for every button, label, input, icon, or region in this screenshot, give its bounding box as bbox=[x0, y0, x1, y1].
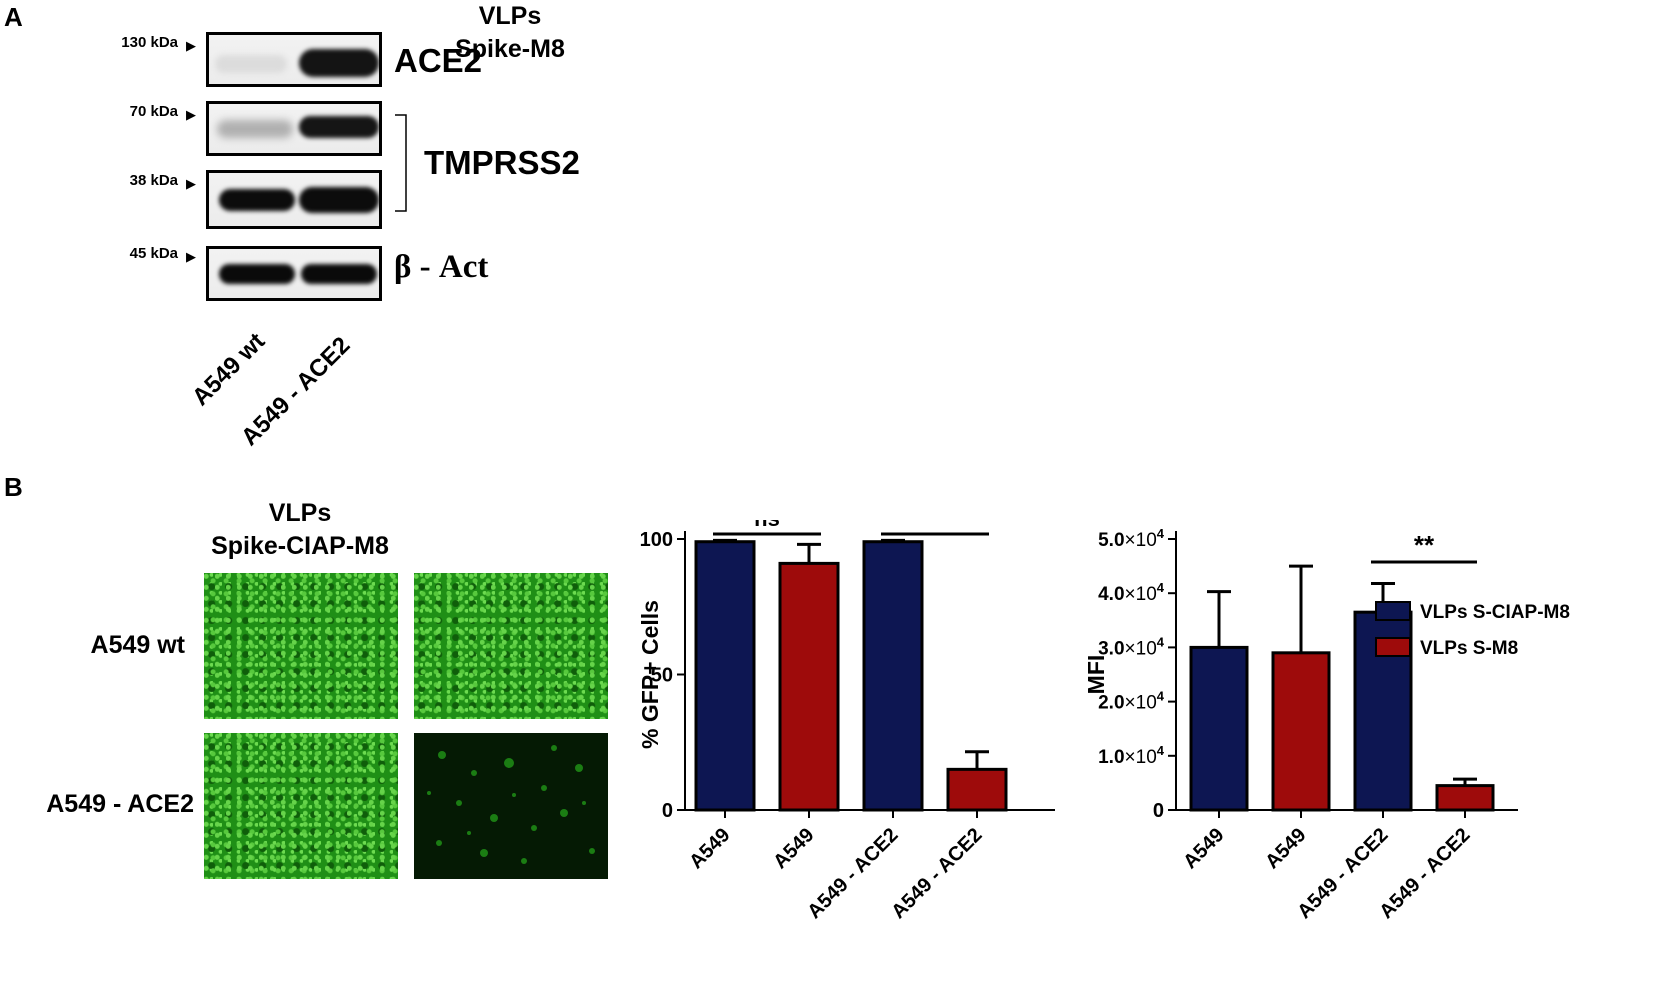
legend-swatch bbox=[1375, 637, 1411, 657]
actin-band-lane2 bbox=[301, 264, 377, 284]
y-tick-label: 5.0×104 bbox=[1098, 526, 1165, 551]
panel-a-label: A bbox=[4, 2, 23, 32]
micrograph-ace2-spike-ciap-m8 bbox=[204, 733, 398, 879]
y-tick-exponent: 4 bbox=[1157, 743, 1165, 758]
y-tick-times: ×10 bbox=[1125, 530, 1157, 551]
y-tick-label: 3.0×104 bbox=[1098, 634, 1165, 659]
y-tick-label: 0 bbox=[1153, 800, 1164, 822]
tmprss2-band-lane2 bbox=[299, 116, 379, 138]
x-tick-label: A549 bbox=[769, 824, 818, 873]
protein-label-ace2: ACE2 bbox=[394, 42, 483, 79]
micrograph-wt-spike-m8 bbox=[414, 573, 608, 719]
protein-label-tmprss2: TMPRSS2 bbox=[424, 144, 580, 181]
column-title-line2: Spike-M8 bbox=[455, 35, 565, 63]
column-title-line1: VLPs bbox=[268, 499, 332, 527]
ace2-blot bbox=[206, 32, 382, 87]
bar bbox=[694, 540, 756, 812]
bar bbox=[778, 561, 840, 812]
y-tick-exponent: 4 bbox=[1157, 689, 1165, 704]
y-axis-label: MFI bbox=[1083, 655, 1109, 695]
arrow-right-icon: ▶ bbox=[186, 38, 196, 53]
tmprss2-lower-band-lane1 bbox=[219, 189, 295, 211]
significance-label: ** bbox=[1414, 530, 1435, 560]
column-title-line1: VLPs bbox=[478, 2, 542, 30]
tmprss2-upper-blot bbox=[206, 101, 382, 156]
bar bbox=[1189, 645, 1249, 812]
y-axis-label: % GFP+ Cells bbox=[640, 600, 663, 749]
tmprss2-band-lane1 bbox=[217, 120, 293, 138]
y-tick-exponent: 4 bbox=[1157, 526, 1165, 541]
y-tick-label: 1.0×104 bbox=[1098, 743, 1165, 768]
column-title-spike-m8: VLPs Spike-M8 bbox=[410, 0, 610, 66]
sparse-gfp-cells bbox=[427, 745, 595, 864]
y-tick-mantissa: 4.0 bbox=[1098, 584, 1124, 605]
lane-label-a549-wt: A549 wt bbox=[187, 327, 271, 412]
legend-label: VLPs S-CIAP-M8 bbox=[1420, 602, 1570, 623]
bar bbox=[1271, 651, 1331, 812]
y-tick-mantissa: 3.0 bbox=[1098, 638, 1124, 659]
y-tick-label: 0 bbox=[662, 800, 673, 822]
x-tick-label: A549 bbox=[1261, 824, 1310, 873]
marker-label-45kda: 45 kDa bbox=[129, 245, 178, 262]
tmprss2-bracket bbox=[395, 114, 407, 212]
x-tick-label: A549 bbox=[1179, 824, 1228, 873]
bar bbox=[1435, 784, 1495, 812]
arrow-right-icon: ▶ bbox=[186, 176, 196, 191]
row-label-a549-ace2: A549 - ACE2 bbox=[46, 790, 194, 818]
x-tick-label: A549 bbox=[685, 824, 734, 873]
panel-b-label: B bbox=[4, 472, 23, 502]
bar bbox=[862, 540, 924, 812]
y-tick-label: 100 bbox=[640, 529, 673, 551]
x-tick-label: A549 - ACE2 bbox=[887, 824, 986, 923]
protein-label-actin: β - Act bbox=[394, 249, 489, 285]
marker-label-130kda: 130 kDa bbox=[121, 34, 178, 51]
y-tick-mantissa: 5.0 bbox=[1098, 530, 1124, 551]
column-title-line2: Spike-CIAP-M8 bbox=[211, 532, 389, 560]
y-tick-times: ×10 bbox=[1125, 584, 1157, 605]
legend-label: VLPs S-M8 bbox=[1420, 638, 1518, 659]
actin-band-lane1 bbox=[219, 264, 295, 284]
arrow-right-icon: ▶ bbox=[186, 107, 196, 122]
marker-label-70kda: 70 kDa bbox=[129, 103, 178, 120]
actin-blot bbox=[206, 246, 382, 301]
micrograph-wt-spike-ciap-m8 bbox=[204, 573, 398, 719]
tmprss2-lower-blot bbox=[206, 170, 382, 229]
ace2-band-lane1 bbox=[215, 55, 287, 73]
y-tick-exponent: 4 bbox=[1157, 580, 1165, 595]
arrow-right-icon: ▶ bbox=[186, 249, 196, 264]
y-tick-mantissa: 1.0 bbox=[1098, 747, 1124, 768]
significance-label: **** bbox=[915, 520, 956, 532]
marker-label-38kda: 38 kDa bbox=[129, 172, 178, 189]
tmprss2-lower-band-lane2 bbox=[299, 187, 379, 213]
legend-swatch bbox=[1375, 601, 1411, 621]
mfi-chart: 01.0×1042.0×1043.0×1044.0×1045.0×104MFIA… bbox=[1083, 526, 1570, 923]
ace2-band-lane2 bbox=[299, 49, 379, 77]
y-tick-mantissa: 2.0 bbox=[1098, 693, 1124, 714]
micrograph-ace2-spike-m8 bbox=[414, 733, 608, 879]
column-title-spike-ciap-m8: VLPs Spike-CIAP-M8 bbox=[190, 497, 410, 563]
y-tick-label: 4.0×104 bbox=[1098, 580, 1165, 605]
y-tick-label: 2.0×104 bbox=[1098, 689, 1165, 714]
y-tick-exponent: 4 bbox=[1157, 634, 1165, 649]
significance-label: ns bbox=[754, 520, 780, 531]
y-tick-label: 50 bbox=[651, 665, 673, 687]
y-tick-times: ×10 bbox=[1125, 693, 1157, 714]
row-label-a549-wt: A549 wt bbox=[90, 631, 185, 659]
y-tick-times: ×10 bbox=[1125, 638, 1157, 659]
bar bbox=[946, 767, 1008, 812]
y-tick-times: ×10 bbox=[1125, 747, 1157, 768]
